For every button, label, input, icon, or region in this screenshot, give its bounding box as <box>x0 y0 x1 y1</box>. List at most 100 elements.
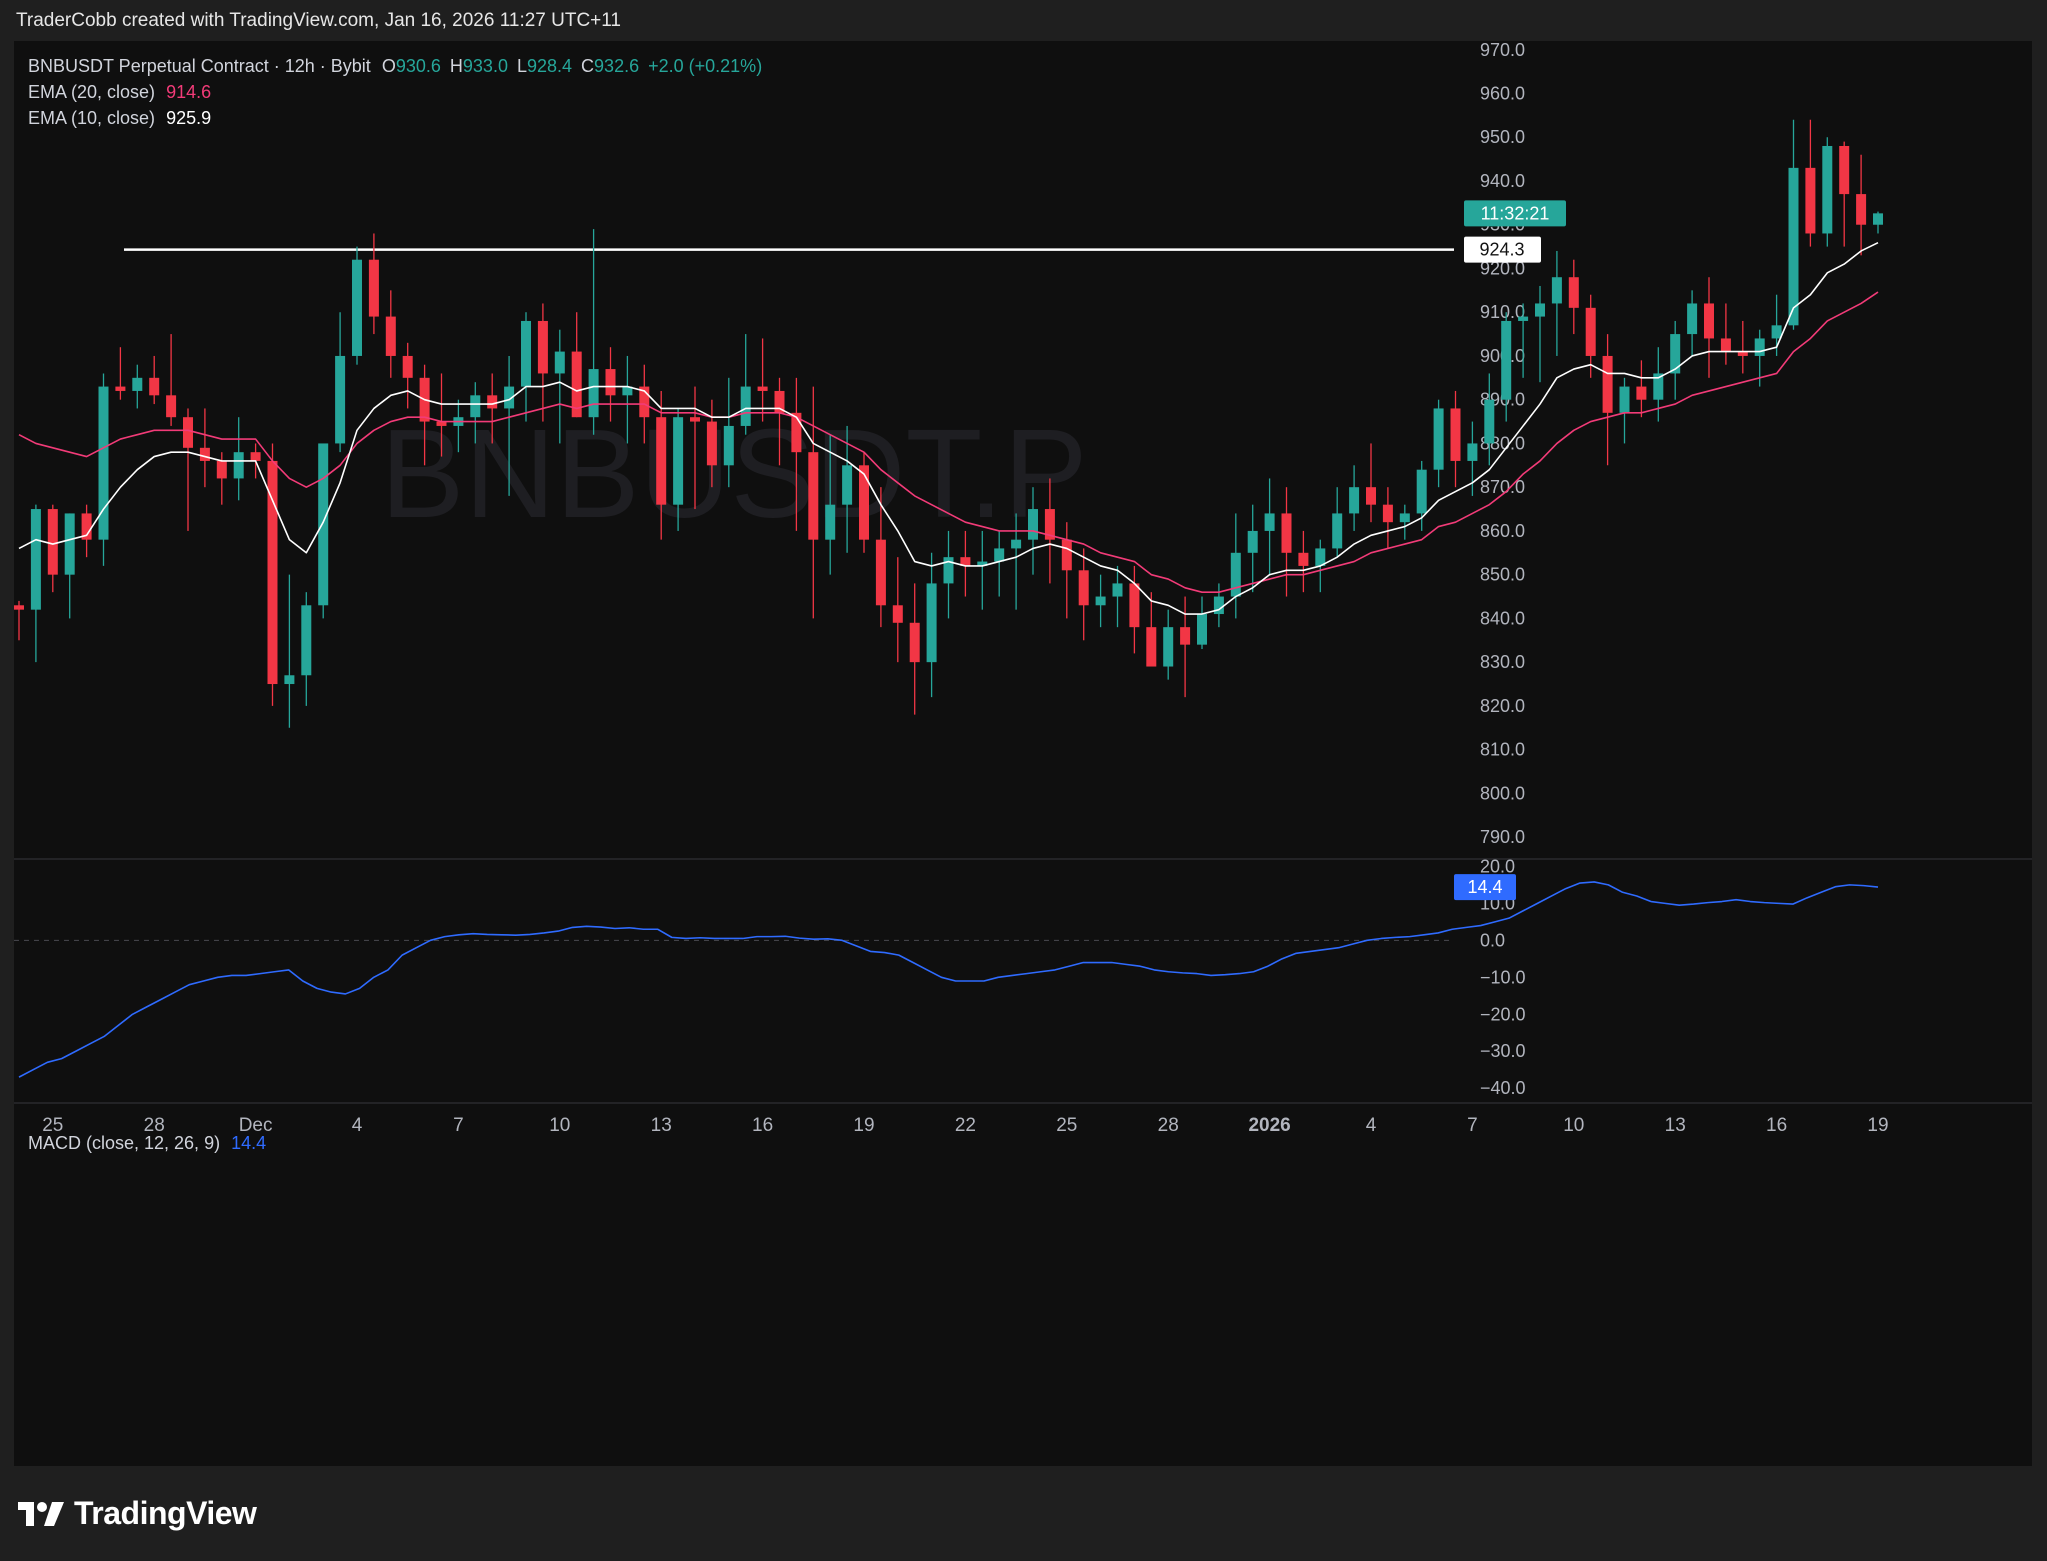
macd-axis-tick: 20.0 <box>1480 856 1515 876</box>
time-axis-tick: 2026 <box>1248 1115 1290 1136</box>
candle-body <box>554 351 565 374</box>
time-axis-tick: 28 <box>1158 1115 1179 1136</box>
candle-body <box>791 412 802 453</box>
candle-body <box>1484 399 1495 444</box>
price-axis-tick: 960.0 <box>1480 83 1525 103</box>
time-axis-tick: 10 <box>549 1115 570 1136</box>
candle-body <box>98 386 109 540</box>
candle-body <box>1264 513 1275 531</box>
candle-body <box>825 504 836 540</box>
level-price-badge-text: 924.3 <box>1479 240 1524 260</box>
candle-body <box>723 425 734 466</box>
candle-body <box>1399 513 1410 523</box>
candle-body <box>1788 167 1799 326</box>
tradingview-wordmark: TradingView <box>74 1495 257 1531</box>
candle-body <box>1568 277 1579 308</box>
candle-body <box>352 259 362 356</box>
candle-body <box>521 320 531 387</box>
low-label: L <box>516 56 527 76</box>
candle-body <box>284 675 295 685</box>
macd-legend[interactable]: MACD (close, 12, 26, 9) 14.4 <box>28 1133 266 1154</box>
candle-body <box>250 452 261 461</box>
candle-body <box>81 513 92 540</box>
ema20-value: 914.6 <box>166 82 212 102</box>
candle-body <box>639 386 650 418</box>
change-value: +2.0 (+0.21%) <box>648 56 763 76</box>
time-axis-tick: 13 <box>651 1115 672 1136</box>
macd-axis-tick: 0.0 <box>1480 930 1505 950</box>
candle-body <box>943 557 954 584</box>
candle-body <box>1467 443 1478 461</box>
candle-body <box>1585 307 1596 356</box>
candle-body <box>537 320 548 374</box>
candle-body <box>571 351 582 418</box>
candle-body <box>1805 167 1816 234</box>
candle-body <box>301 605 312 676</box>
chart-credit: TraderCobb created with TradingView.com,… <box>16 10 622 31</box>
candle-body <box>622 386 633 396</box>
candle-body <box>30 509 41 610</box>
candle-body <box>1213 596 1224 615</box>
ema10-line <box>18 241 1879 615</box>
price-axis-tick: 810.0 <box>1480 740 1525 760</box>
candle-body <box>233 452 244 479</box>
candle-body <box>859 465 869 540</box>
candle-body <box>487 395 498 409</box>
candle-body <box>909 622 920 663</box>
candle-body <box>436 421 447 426</box>
tradingview-brand[interactable]: TradingView <box>18 1495 257 1532</box>
candle-body <box>470 395 481 418</box>
candle-body <box>1298 552 1309 566</box>
time-axis-tick: 13 <box>1665 1115 1686 1136</box>
candle-body <box>1230 552 1241 597</box>
ema10-legend[interactable]: EMA (10, close) 925.9 <box>28 108 211 129</box>
candle-body <box>1281 513 1292 553</box>
candle-body <box>1112 583 1123 597</box>
time-axis-tick: 25 <box>42 1115 63 1136</box>
price-axis-tick: 920.0 <box>1480 258 1525 278</box>
candle-body <box>1332 513 1343 549</box>
candle-body <box>1839 145 1850 195</box>
candle-body <box>1197 614 1207 645</box>
candle-body <box>1754 338 1765 356</box>
candle-body <box>994 548 1005 562</box>
ema20-legend[interactable]: EMA (20, close) 914.6 <box>28 82 211 103</box>
candle-body <box>1551 277 1562 304</box>
candle-body <box>1737 351 1748 356</box>
chart-canvas[interactable]: BNBUSDT.P970.0960.0950.0940.0930.0920.09… <box>14 41 2032 1466</box>
candle-body <box>267 460 278 685</box>
candle-body <box>1078 570 1089 606</box>
candle-body <box>1129 583 1140 628</box>
candle-body <box>673 417 684 505</box>
macd-axis-tick: −30.0 <box>1480 1041 1526 1061</box>
candle-body <box>1315 548 1326 566</box>
candle-body <box>1501 320 1512 400</box>
macd-line <box>18 881 1879 1078</box>
ema10-label: EMA (10, close) <box>28 108 156 128</box>
candle-body <box>1653 373 1664 400</box>
candle-body <box>402 355 413 378</box>
candle-body <box>216 460 227 479</box>
symbol-watermark: BNBUSDT.P <box>380 403 1087 544</box>
candle-body <box>1535 303 1545 317</box>
candle-body <box>1028 509 1038 540</box>
chart-panel[interactable]: BNBUSDT.P970.0960.0950.0940.0930.0920.09… <box>14 41 2032 1466</box>
candle-body <box>1704 303 1714 339</box>
symbol-name[interactable]: BNBUSDT Perpetual Contract · 12h · Bybit <box>28 56 371 76</box>
candle-body <box>1822 145 1833 234</box>
price-axis-tick: 910.0 <box>1480 302 1525 322</box>
candle-body <box>1670 334 1681 374</box>
countdown-badge <box>1464 200 1566 227</box>
candle-body <box>1146 627 1157 667</box>
candle-body <box>757 386 768 391</box>
candle-body <box>808 452 819 540</box>
candle-body <box>115 386 126 391</box>
candle-body <box>64 513 75 575</box>
time-axis-tick: 4 <box>352 1115 363 1136</box>
macd-axis-tick: −40.0 <box>1480 1078 1526 1098</box>
macd-axis-tick: −20.0 <box>1480 1004 1526 1024</box>
time-axis-tick: 22 <box>955 1115 976 1136</box>
price-axis-tick: 830.0 <box>1480 652 1525 672</box>
price-axis-tick: 850.0 <box>1480 565 1525 585</box>
symbol-legend: BNBUSDT Perpetual Contract · 12h · Bybit… <box>28 56 762 77</box>
